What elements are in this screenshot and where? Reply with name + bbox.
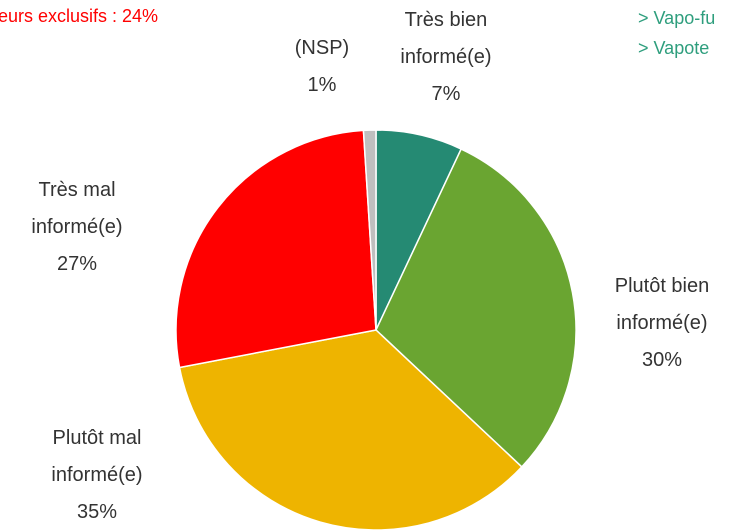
category-label: (NSP)	[294, 37, 350, 59]
category-label: Très mal informé(e)	[31, 179, 123, 238]
value-label: 27%	[56, 253, 98, 275]
pie-slice	[375, 148, 577, 468]
slice-label: Plutôt mal informé(e) 35%	[32, 420, 162, 531]
pie-slice	[178, 329, 523, 531]
annotation: eurs exclusifs : 24%	[0, 6, 159, 26]
slice-label: Très mal informé(e) 27%	[12, 172, 142, 283]
value-label: 30%	[641, 349, 683, 371]
annotation: > Vapote	[638, 38, 710, 58]
pie-slice	[362, 129, 377, 331]
category-label: Plutôt mal informé(e)	[51, 427, 143, 486]
category-label: Plutôt bien informé(e)	[614, 275, 710, 334]
pie-slice	[175, 129, 377, 369]
value-label: 1%	[307, 74, 337, 96]
annotation: > Vapo-fu	[638, 8, 716, 28]
slice-label: Plutôt bien informé(e) 30%	[597, 268, 727, 379]
value-label: 35%	[76, 501, 118, 523]
value-label: 7%	[431, 83, 461, 105]
slice-label: Très bien informé(e) 7%	[381, 2, 511, 113]
category-label: Très bien informé(e)	[400, 9, 492, 68]
slice-label: (NSP) 1%	[257, 30, 387, 104]
